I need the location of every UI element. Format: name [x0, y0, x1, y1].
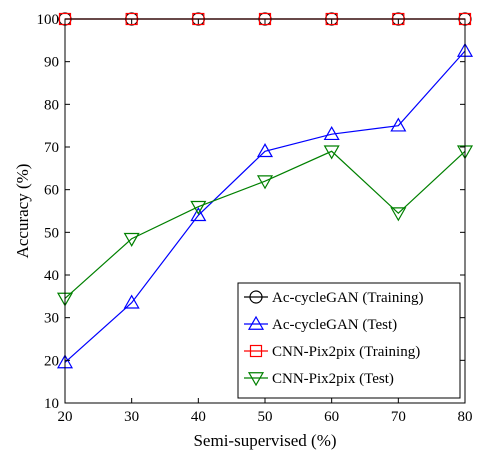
legend-label: Ac-cycleGAN (Training) — [272, 290, 424, 306]
x-tick-label: 20 — [58, 409, 73, 425]
x-tick-label: 50 — [258, 409, 273, 425]
x-tick-label: 70 — [391, 409, 406, 425]
x-tick-label: 80 — [458, 409, 473, 425]
y-tick-label: 70 — [44, 140, 59, 156]
y-tick-label: 80 — [44, 97, 59, 113]
data-point — [123, 232, 140, 247]
data-point — [256, 143, 274, 158]
data-point — [323, 125, 340, 141]
data-point — [256, 175, 274, 190]
y-tick-label: 60 — [44, 183, 59, 199]
x-tick-label: 60 — [324, 409, 339, 425]
series-line — [64, 50, 466, 363]
data-point — [190, 200, 207, 215]
x-tick-label: 40 — [191, 409, 206, 425]
y-tick-label: 30 — [44, 311, 59, 327]
legend-box — [237, 282, 461, 399]
y-tick-label: 40 — [44, 268, 59, 284]
y-tick-label: 100 — [37, 12, 60, 28]
legend-label: CNN-Pix2pix (Test) — [272, 371, 394, 387]
data-point — [323, 145, 340, 160]
y-tick-label: 90 — [44, 55, 59, 71]
data-point — [390, 207, 407, 222]
legend-item: Ac-cycleGAN (Test) — [244, 315, 397, 333]
legend-marker — [249, 344, 263, 358]
x-tick-label: 30 — [124, 409, 139, 425]
legend-label: Ac-cycleGAN (Test) — [272, 317, 397, 333]
data-point — [123, 294, 140, 309]
y-tick-label: 10 — [44, 396, 59, 412]
series-line — [64, 150, 466, 299]
y-tick-label: 50 — [44, 225, 59, 241]
y-axis-title: Accuracy (%) — [13, 164, 32, 259]
legend-marker — [247, 315, 265, 330]
data-point — [390, 117, 407, 132]
y-tick-label: 20 — [44, 353, 59, 369]
legend-marker — [247, 372, 265, 387]
legend-label: CNN-Pix2pix (Training) — [272, 344, 420, 360]
legend-item: CNN-Pix2pix (Test) — [244, 371, 394, 387]
legend: Ac-cycleGAN (Training) Ac-cycleGAN (Test)… — [237, 282, 461, 399]
legend-item: Ac-cycleGAN (Training) — [244, 290, 424, 306]
legend-marker — [249, 290, 263, 304]
series-3 — [56, 145, 474, 307]
legend-item: CNN-Pix2pix (Training) — [244, 344, 420, 360]
data-point — [190, 207, 207, 222]
x-axis-title: Semi-supervised (%) — [193, 431, 336, 450]
series-1 — [56, 42, 474, 369]
